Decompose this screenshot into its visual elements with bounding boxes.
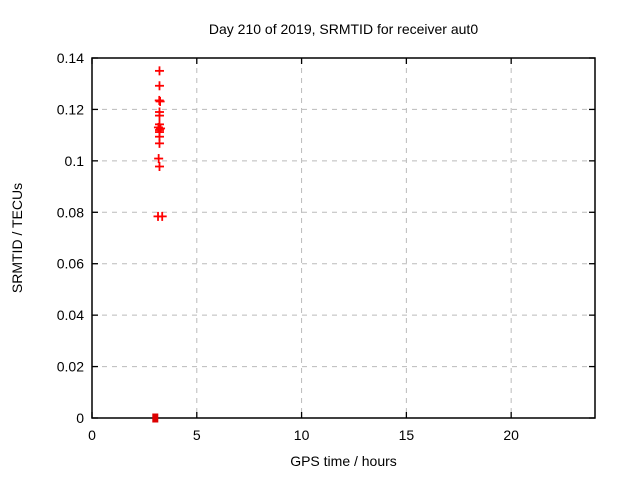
x-tick-label: 0 — [88, 427, 96, 443]
x-tick-label: 20 — [503, 427, 519, 443]
y-tick-label: 0.06 — [57, 256, 84, 272]
zero-value-marker — [152, 413, 159, 423]
x-axis-title: GPS time / hours — [290, 453, 397, 469]
y-tick-label: 0.12 — [57, 101, 84, 117]
y-tick-label: 0.14 — [57, 50, 84, 66]
y-tick-label: 0.02 — [57, 359, 84, 375]
x-tick-label: 5 — [193, 427, 201, 443]
y-tick-label: 0.04 — [57, 307, 84, 323]
plot-border — [91, 57, 596, 419]
y-tick-label: 0.1 — [65, 153, 85, 169]
chart-title: Day 210 of 2019, SRMTID for receiver aut… — [208, 21, 479, 37]
x-tick-label: 10 — [294, 427, 310, 443]
x-tick-label: 15 — [399, 427, 415, 443]
y-tick-label: 0 — [76, 410, 84, 426]
y-tick-label: 0.08 — [57, 204, 84, 220]
